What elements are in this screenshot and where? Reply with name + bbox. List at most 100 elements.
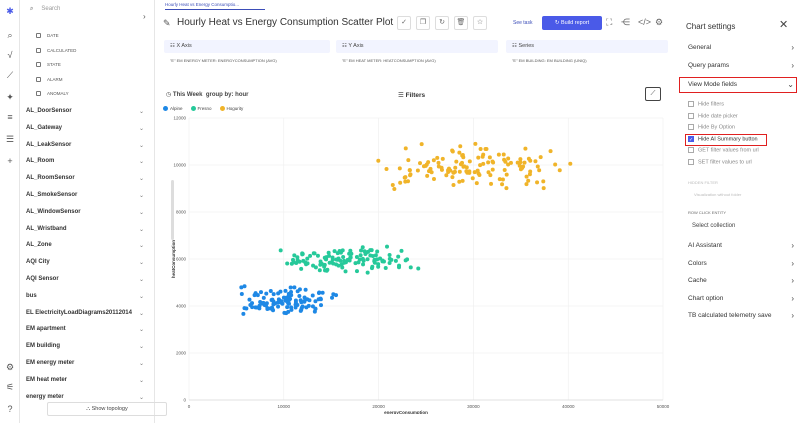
formula-icon[interactable]: √ bbox=[7, 50, 13, 60]
checkbox-icon[interactable] bbox=[688, 158, 694, 165]
checkbox-option[interactable]: Hide filters bbox=[688, 101, 724, 107]
checkbox-icon[interactable] bbox=[688, 124, 694, 130]
checkbox-option[interactable]: Hide By Option bbox=[688, 124, 735, 130]
edit-icon[interactable]: ✎ bbox=[163, 18, 171, 28]
scatter-point bbox=[252, 293, 257, 298]
tab-report[interactable]: Hourly Heat vs Energy Consumptio... bbox=[165, 2, 265, 10]
select-collection[interactable]: Select collection bbox=[692, 223, 736, 229]
checkbox-option[interactable]: SET filter values to url bbox=[688, 158, 752, 165]
entity-item[interactable]: EM heat meter ⌄ bbox=[26, 377, 144, 384]
sparkle-icon[interactable]: ✦ bbox=[6, 92, 14, 102]
x-tick-label: 0 bbox=[188, 404, 191, 409]
entity-item[interactable]: bus ⌄ bbox=[26, 293, 144, 300]
see-task-link[interactable]: See task bbox=[513, 20, 533, 26]
entity-label: EL ElectricityLoadDiagrams20112014 bbox=[26, 309, 132, 316]
scatter-point bbox=[248, 303, 253, 308]
build-report-button[interactable]: ↻ Build report bbox=[542, 16, 602, 30]
checkbox-option[interactable]: Hide date picker bbox=[688, 112, 738, 119]
copy-icon[interactable]: ❐ bbox=[416, 16, 430, 30]
entity-item[interactable]: AL_RoomSensor ⌄ bbox=[26, 175, 144, 182]
entity-item[interactable]: energy meter ⌄ bbox=[26, 394, 144, 401]
entity-item[interactable]: AL_LeakSensor ⌄ bbox=[26, 142, 144, 149]
code-icon[interactable]: </> bbox=[638, 17, 652, 27]
filters-button[interactable]: ☰ Filters bbox=[398, 91, 425, 99]
gear-icon[interactable]: ⚙ bbox=[655, 17, 664, 27]
checkbox-icon[interactable] bbox=[688, 112, 694, 119]
series-value[interactable]: "E" EM BUILDING: EM BUILDING (UNIQ) bbox=[512, 58, 587, 63]
sliders-icon[interactable]: ⚟ bbox=[5, 382, 15, 392]
filter-type-item[interactable]: ANOMALY bbox=[36, 91, 69, 97]
x-axis-box[interactable]: ☷ X Axis bbox=[164, 40, 330, 53]
scatter-point bbox=[490, 167, 495, 172]
close-icon[interactable]: ✕ bbox=[779, 19, 789, 31]
filters-label: Filters bbox=[405, 92, 426, 99]
filter-type-item[interactable]: STATE bbox=[36, 62, 61, 68]
settings-section[interactable]: Colors › bbox=[688, 259, 794, 268]
hamburger-icon[interactable]: ☰ bbox=[5, 134, 15, 144]
scatter-point bbox=[497, 177, 502, 182]
entity-item[interactable]: AL_Zone ⌄ bbox=[26, 242, 144, 249]
entity-item[interactable]: AQI Sensor ⌄ bbox=[26, 276, 144, 283]
y-axis-box[interactable]: ☷ Y Axis bbox=[336, 40, 498, 53]
settings-section[interactable]: Chart option › bbox=[688, 294, 794, 303]
legend-item[interactable]: Hogurity bbox=[219, 106, 243, 112]
settings-section[interactable]: Cache › bbox=[688, 276, 794, 285]
filter-type-item[interactable]: DATE bbox=[36, 33, 59, 39]
show-topology-button[interactable]: ⛬ Show topology bbox=[47, 402, 167, 416]
section-query-params[interactable]: Query params › bbox=[688, 61, 794, 70]
search-box[interactable]: ⌕ Search bbox=[30, 6, 60, 13]
entity-item[interactable]: AL_Wristband ⌄ bbox=[26, 226, 144, 233]
scatter-point bbox=[319, 261, 324, 266]
entity-item[interactable]: EL ElectricityLoadDiagrams20112014 ⌄ bbox=[26, 309, 144, 317]
entity-item[interactable]: EM energy meter ⌄ bbox=[26, 360, 144, 367]
checkbox-option[interactable]: GET filter values from url bbox=[688, 147, 759, 153]
series-box[interactable]: ☷ Series bbox=[506, 40, 668, 53]
fullscreen-icon[interactable]: ⛶ bbox=[606, 17, 613, 27]
settings-icon[interactable]: ⚙ bbox=[5, 362, 15, 372]
search-icon[interactable]: ⌕ bbox=[7, 30, 13, 40]
scatter-point bbox=[338, 250, 343, 255]
entity-item[interactable]: EM building ⌄ bbox=[26, 343, 144, 350]
settings-section[interactable]: AI Assistant › bbox=[688, 241, 794, 250]
section-view-mode[interactable]: View Mode fields ⌄ bbox=[688, 80, 794, 89]
entity-item[interactable]: EM apartment ⌄ bbox=[26, 326, 144, 333]
checkbox-icon[interactable] bbox=[688, 101, 694, 107]
entity-item[interactable]: AQI City ⌄ bbox=[26, 259, 144, 266]
scatter-point bbox=[450, 175, 455, 180]
scatter-point bbox=[425, 173, 430, 178]
entity-item[interactable]: AL_Gateway ⌄ bbox=[26, 125, 144, 132]
scatter-point bbox=[271, 292, 276, 297]
scatter-point bbox=[348, 255, 353, 260]
share-icon[interactable]: ⋲ bbox=[621, 17, 630, 27]
entity-item[interactable]: AL_SmokeSensor ⌄ bbox=[26, 192, 144, 199]
chevron-right-icon[interactable]: › bbox=[143, 12, 146, 21]
filter-type-item[interactable]: ALARM bbox=[36, 77, 63, 82]
scatter-point bbox=[496, 152, 501, 157]
star-icon[interactable]: ☆ bbox=[473, 16, 487, 30]
legend-item[interactable]: Alpine bbox=[163, 106, 183, 112]
checkbox-icon[interactable]: ✓ bbox=[688, 135, 694, 143]
filter-type-item[interactable]: CALCULATED bbox=[36, 48, 76, 53]
section-general[interactable]: General › bbox=[688, 43, 794, 52]
menu-icon[interactable]: ≡ bbox=[7, 112, 13, 122]
scatter-point bbox=[501, 152, 506, 157]
check-icon[interactable]: ✓ bbox=[397, 16, 411, 30]
y-axis-value[interactable]: "E" EM HEAT METER: HEATCONSUMPTION (AVG) bbox=[342, 58, 436, 63]
help-icon[interactable]: ? bbox=[7, 404, 13, 414]
scrollbar[interactable] bbox=[171, 180, 174, 240]
chart-icon[interactable]: ⟋ bbox=[6, 70, 14, 80]
entity-item[interactable]: AL_Room ⌄ bbox=[26, 158, 144, 165]
period-selector[interactable]: ◷ This Week group by: hour bbox=[166, 91, 249, 98]
trendline-icon[interactable]: ⟋ bbox=[645, 87, 661, 101]
checkbox-icon[interactable] bbox=[688, 147, 694, 153]
settings-section[interactable]: TB calculated telemetry save › bbox=[688, 311, 794, 320]
delete-icon[interactable]: 🗑 bbox=[454, 16, 468, 30]
legend-item[interactable]: Fresno bbox=[190, 106, 212, 112]
entity-item[interactable]: AL_DoorSensor ⌄ bbox=[26, 108, 144, 115]
entity-item[interactable]: AL_WindowSensor ⌄ bbox=[26, 209, 144, 216]
add-icon[interactable]: + bbox=[7, 156, 13, 166]
refresh-icon[interactable]: ↻ bbox=[435, 16, 449, 30]
logo-icon[interactable]: ✱ bbox=[6, 6, 14, 16]
x-axis-value[interactable]: "E" EM ENERGY METER: ENERGYCONSUMPTION (… bbox=[170, 58, 277, 63]
checkbox-option[interactable]: ✓ Hide AI Summary button bbox=[688, 135, 758, 143]
